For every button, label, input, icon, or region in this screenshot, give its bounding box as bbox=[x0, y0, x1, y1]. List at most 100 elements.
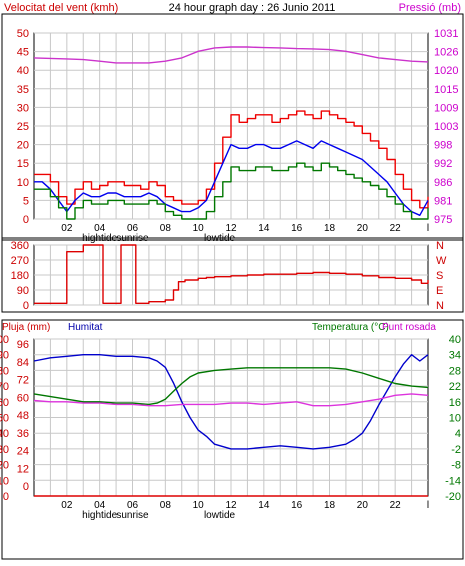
temperature-tick-label: 40 bbox=[449, 334, 461, 346]
compass-tick-label: S bbox=[436, 270, 443, 282]
wind-tick-label: 15 bbox=[17, 158, 29, 170]
pressure-tick-label: 1020 bbox=[434, 65, 458, 77]
pressure-tick-label: 1026 bbox=[434, 47, 458, 59]
direction-tick-label: 180 bbox=[11, 270, 29, 282]
event-label: hightide bbox=[82, 510, 117, 521]
wind-axis-title: Velocitat del vent (kmh) bbox=[4, 2, 118, 14]
header-labels: Velocitat del vent (kmh) 24 hour graph d… bbox=[2, 2, 461, 333]
hour-tick-label: 16 bbox=[291, 500, 303, 511]
rain-tick-label: 0 bbox=[3, 491, 9, 503]
gust-series-line bbox=[34, 110, 429, 209]
wind_low-series-line bbox=[34, 162, 429, 220]
rain-tick-label: 70 bbox=[0, 381, 9, 393]
hour-tick-label: 18 bbox=[324, 223, 336, 234]
pressure-tick-label: 975 bbox=[434, 214, 452, 226]
pressure-tick-label: 1015 bbox=[434, 84, 458, 96]
hour-tick-label: 04 bbox=[94, 223, 106, 234]
hour-tick-label: 02 bbox=[61, 500, 73, 511]
humidity-tick-label: 48 bbox=[17, 410, 29, 422]
rain-axis-title: Pluja (mm) bbox=[2, 322, 50, 333]
pressure-series-line bbox=[33, 46, 429, 64]
wind-tick-label: 45 bbox=[17, 47, 29, 59]
hour-tick-label: 18 bbox=[324, 500, 336, 511]
pressure-tick-label: 998 bbox=[434, 140, 452, 152]
temperature-tick-label: -8 bbox=[451, 460, 461, 472]
temperature-series-line bbox=[33, 367, 429, 406]
dewpoint-axis-title: Punt rosada bbox=[382, 322, 436, 333]
temperature-tick-label: 28 bbox=[449, 365, 461, 377]
hour-tick-label: 12 bbox=[225, 500, 237, 511]
humidity-axis-title: Humitat bbox=[68, 322, 103, 333]
hour-tick-label: 10 bbox=[193, 223, 205, 234]
wind-tick-label: 25 bbox=[17, 121, 29, 133]
direction-tick-label: 360 bbox=[11, 240, 29, 252]
humidity-tick-label: 84 bbox=[17, 357, 29, 369]
tick-labels: 0510152025303540455097598198699299810031… bbox=[0, 28, 461, 521]
pressure-tick-label: 1009 bbox=[434, 102, 458, 114]
temperature-tick-label: 4 bbox=[455, 428, 461, 440]
hour-tick-label: l bbox=[427, 500, 429, 511]
pressure-tick-label: 986 bbox=[434, 177, 452, 189]
temperature-tick-label: 10 bbox=[449, 413, 461, 425]
wind-tick-label: 20 bbox=[17, 140, 29, 152]
pressure-tick-label: 981 bbox=[434, 195, 452, 207]
compass-tick-label: N bbox=[436, 240, 444, 252]
temperature-tick-label: -2 bbox=[451, 444, 461, 456]
panel-frame-2 bbox=[1, 237, 464, 313]
event-label: sunrise bbox=[116, 233, 149, 244]
direction-series-line bbox=[34, 244, 429, 304]
event-label: lowtide bbox=[204, 510, 236, 521]
panel-frame-3 bbox=[1, 319, 464, 560]
hour-tick-label: 20 bbox=[357, 223, 369, 234]
hour-tick-label: 14 bbox=[258, 223, 270, 234]
hour-tick-label: 16 bbox=[291, 223, 303, 234]
hour-tick-label: 06 bbox=[127, 500, 139, 511]
avg_wind-series-line bbox=[34, 140, 429, 216]
temperature-tick-label: 34 bbox=[449, 350, 461, 362]
rain-tick-label: 10 bbox=[0, 475, 9, 487]
rain-tick-label: 40 bbox=[0, 428, 9, 440]
wind-tick-label: 40 bbox=[17, 65, 29, 77]
pressure-tick-label: 992 bbox=[434, 158, 452, 170]
temperature-tick-label: -20 bbox=[445, 491, 461, 503]
rain-tick-label: 100 bbox=[0, 334, 9, 346]
data-series bbox=[33, 46, 429, 497]
wind-tick-label: 30 bbox=[17, 102, 29, 114]
hour-tick-label: 04 bbox=[94, 500, 106, 511]
hour-tick-label: 08 bbox=[160, 223, 172, 234]
humidity-tick-label: 36 bbox=[17, 428, 29, 440]
pressure-axis-title: Pressió (mb) bbox=[399, 2, 461, 14]
wind-tick-label: 5 bbox=[23, 195, 29, 207]
temperature-tick-label: -14 bbox=[445, 475, 461, 487]
compass-tick-label: W bbox=[436, 255, 447, 267]
compass-tick-label: N bbox=[436, 300, 444, 312]
gridlines bbox=[34, 32, 428, 497]
temperature-tick-label: 22 bbox=[449, 381, 461, 393]
direction-tick-label: 0 bbox=[23, 300, 29, 312]
dewpoint-series-line bbox=[33, 393, 429, 407]
hour-tick-label: l bbox=[427, 223, 429, 234]
hour-tick-label: 22 bbox=[390, 223, 402, 234]
rain-tick-label: 20 bbox=[0, 460, 9, 472]
hour-tick-label: 20 bbox=[357, 500, 369, 511]
pressure-tick-label: 1031 bbox=[434, 28, 458, 40]
humidity-tick-label: 72 bbox=[17, 375, 29, 387]
rain-tick-label: 60 bbox=[0, 397, 9, 409]
temperature-tick-label: 16 bbox=[449, 397, 461, 409]
temperature-axis-title: Temperatura (°C) bbox=[312, 322, 389, 333]
hour-tick-label: 12 bbox=[225, 223, 237, 234]
direction-tick-label: 270 bbox=[11, 255, 29, 267]
rain-tick-label: 80 bbox=[0, 365, 9, 377]
panel-frame-1 bbox=[1, 13, 464, 241]
humidity-tick-label: 60 bbox=[17, 392, 29, 404]
wind-tick-label: 35 bbox=[17, 84, 29, 96]
rain-tick-label: 90 bbox=[0, 350, 9, 362]
chart-title: 24 hour graph day : 26 Junio 2011 bbox=[169, 2, 336, 14]
humidity-tick-label: 0 bbox=[23, 481, 29, 493]
humidity-series-line bbox=[33, 354, 429, 450]
rain-tick-label: 50 bbox=[0, 413, 9, 425]
event-label: sunrise bbox=[116, 510, 149, 521]
humidity-tick-label: 24 bbox=[17, 446, 29, 458]
